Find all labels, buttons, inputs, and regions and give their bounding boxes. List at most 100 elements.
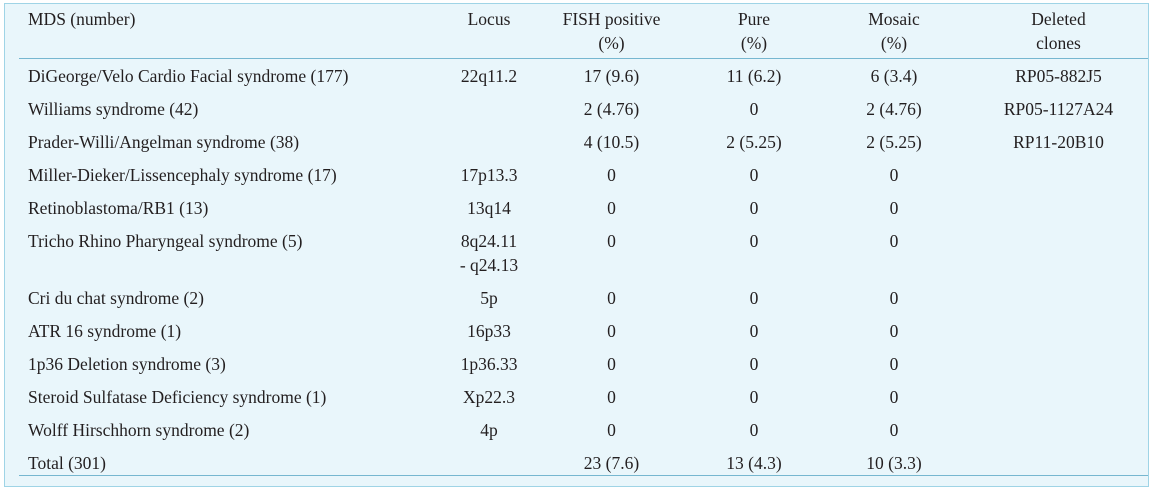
cell-pure: 0 — [749, 321, 759, 341]
cell-fish: 0 — [607, 321, 616, 341]
cell-pure: 2 (5.25) — [726, 132, 782, 152]
cell-mds: Total (301) — [28, 453, 106, 473]
cell-mosaic: 0 — [889, 420, 899, 440]
cell-mosaic: 0 — [889, 354, 899, 374]
cell-locus — [444, 93, 534, 126]
table-row: Tricho Rhino Pharyngeal syndrome (5) 8q2… — [19, 225, 1148, 282]
cell-mds: 1p36 Deletion syndrome (3) — [28, 354, 226, 374]
cell-pure: 0 — [749, 165, 759, 185]
cell-fish: 23 (7.6) — [583, 453, 640, 473]
cell-mds: Tricho Rhino Pharyngeal syndrome (5) — [28, 231, 303, 251]
cell-fish: 17 (9.6) — [583, 66, 640, 86]
header-mosaic-line2: (%) — [880, 33, 908, 53]
header-mds: MDS (number) — [19, 5, 444, 59]
table-panel — [4, 3, 1149, 487]
cell-locus: 17p13.3 — [460, 165, 518, 185]
header-pure-line1: Pure — [737, 9, 771, 29]
cell-mosaic: 0 — [889, 387, 899, 407]
header-mosaic: Mosaic (%) — [819, 5, 969, 59]
cell-pure: 0 — [749, 288, 759, 308]
table-row: Prader-Willi/Angelman syndrome (38) 4 (1… — [19, 126, 1148, 159]
header-row: MDS (number) Locus FISH positive (%) Pure… — [19, 5, 1148, 59]
cell-locus: 22q11.2 — [460, 66, 518, 86]
cell-locus-line2: - q24.13 — [459, 255, 519, 275]
cell-mds: Miller-Dieker/Lissencephaly syndrome (17… — [28, 165, 337, 185]
mds-results-table: MDS (number) Locus FISH positive (%) Pure… — [19, 5, 1148, 480]
cell-fish: 0 — [607, 165, 616, 185]
cell-clones — [969, 225, 1148, 282]
header-pure: Pure (%) — [689, 5, 819, 59]
table-row: Wolff Hirschhorn syndrome (2) 4p 0 0 0 — [19, 414, 1148, 447]
cell-clones — [969, 192, 1148, 225]
cell-mosaic: 0 — [889, 321, 899, 341]
header-fish-line1: FISH positive — [562, 9, 661, 29]
cell-mosaic: 2 (4.76) — [866, 99, 922, 119]
cell-mosaic: 2 (5.25) — [866, 132, 922, 152]
cell-fish: 2 (4.76) — [583, 99, 640, 119]
header-pure-line2: (%) — [740, 33, 768, 53]
cell-mds: Cri du chat syndrome (2) — [28, 288, 204, 308]
cell-mds: Retinoblastoma/RB1 (13) — [28, 198, 209, 218]
cell-pure: 0 — [749, 354, 759, 374]
cell-clones — [969, 381, 1148, 414]
cell-locus: 1p36.33 — [460, 354, 518, 374]
cell-locus: 4p — [480, 420, 498, 440]
table-row: DiGeorge/Velo Cardio Facial syndrome (17… — [19, 59, 1148, 93]
header-mosaic-line1: Mosaic — [868, 9, 920, 29]
cell-clones — [969, 315, 1148, 348]
header-rule — [19, 58, 1148, 59]
cell-locus: Xp22.3 — [462, 387, 515, 407]
cell-fish: 0 — [607, 420, 616, 440]
cell-mds: DiGeorge/Velo Cardio Facial syndrome (17… — [28, 66, 349, 86]
header-fish: FISH positive (%) — [534, 5, 689, 59]
header-locus-label: Locus — [467, 9, 511, 29]
cell-clones: RP11-20B10 — [1013, 132, 1104, 152]
cell-mds: ATR 16 syndrome (1) — [28, 321, 182, 341]
table-row: Cri du chat syndrome (2) 5p 0 0 0 — [19, 282, 1148, 315]
header-deleted-clones: Deleted clones — [969, 5, 1148, 59]
cell-pure: 0 — [749, 198, 759, 218]
cell-clones — [969, 447, 1148, 480]
cell-locus: 16p33 — [467, 321, 511, 341]
table-row: Miller-Dieker/Lissencephaly syndrome (17… — [19, 159, 1148, 192]
cell-clones — [969, 282, 1148, 315]
cell-locus: 8q24.11 - q24.13 — [444, 225, 534, 282]
cell-clones — [969, 414, 1148, 447]
cell-locus — [444, 126, 534, 159]
cell-mds: Prader-Willi/Angelman syndrome (38) — [28, 132, 300, 152]
cell-locus: 13q14 — [467, 198, 511, 218]
cell-mosaic: 6 (3.4) — [870, 66, 918, 86]
cell-locus-line1: 8q24.11 — [460, 231, 518, 251]
table-row: Steroid Sulfatase Deficiency syndrome (1… — [19, 381, 1148, 414]
bottom-rule — [19, 475, 1148, 476]
cell-mosaic: 0 — [889, 288, 899, 308]
cell-pure: 0 — [749, 420, 759, 440]
cell-clones: RP05-882J5 — [1015, 66, 1102, 86]
cell-fish: 0 — [607, 231, 616, 251]
cell-mosaic: 0 — [889, 165, 899, 185]
cell-pure: 0 — [749, 99, 759, 119]
cell-mosaic: 0 — [889, 198, 899, 218]
header-locus: Locus — [444, 5, 534, 59]
cell-locus — [444, 447, 534, 480]
cell-pure: 0 — [749, 387, 759, 407]
table-row: Williams syndrome (42) 2 (4.76) 0 2 (4.7… — [19, 93, 1148, 126]
total-row: Total (301) 23 (7.6) 13 (4.3) 10 (3.3) — [19, 447, 1148, 480]
cell-clones — [969, 159, 1148, 192]
cell-pure: 11 (6.2) — [726, 66, 782, 86]
cell-fish: 4 (10.5) — [583, 132, 640, 152]
table-row: 1p36 Deletion syndrome (3) 1p36.33 0 0 0 — [19, 348, 1148, 381]
cell-fish: 0 — [607, 198, 616, 218]
cell-fish: 0 — [607, 387, 616, 407]
header-mds-label: MDS (number) — [28, 9, 136, 29]
cell-clones: RP05-1127A24 — [1003, 99, 1114, 119]
cell-pure: 13 (4.3) — [726, 453, 782, 473]
cell-mds: Wolff Hirschhorn syndrome (2) — [28, 420, 250, 440]
cell-mosaic: 0 — [889, 231, 899, 251]
cell-mds: Steroid Sulfatase Deficiency syndrome (1… — [28, 387, 327, 407]
header-fish-line2: (%) — [598, 33, 625, 53]
cell-mosaic: 10 (3.3) — [866, 453, 922, 473]
header-deleted-line2: clones — [1036, 33, 1081, 53]
cell-pure: 0 — [749, 231, 759, 251]
cell-clones — [969, 348, 1148, 381]
